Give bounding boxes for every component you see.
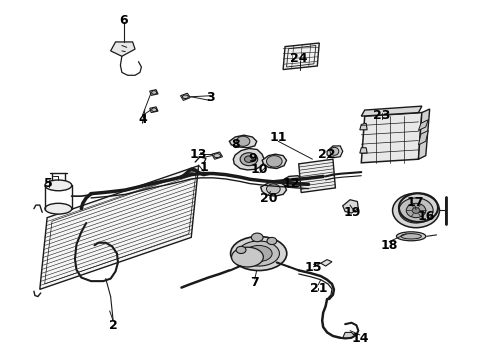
- Polygon shape: [150, 107, 158, 113]
- Text: 17: 17: [406, 196, 424, 209]
- Ellipse shape: [232, 247, 263, 267]
- Text: 1: 1: [199, 161, 208, 174]
- Polygon shape: [261, 182, 287, 196]
- Polygon shape: [361, 113, 422, 163]
- Text: 2: 2: [109, 319, 118, 332]
- Polygon shape: [150, 90, 158, 95]
- Text: 23: 23: [373, 109, 391, 122]
- Ellipse shape: [399, 198, 433, 223]
- Polygon shape: [327, 146, 343, 158]
- Polygon shape: [212, 152, 222, 159]
- Ellipse shape: [182, 95, 188, 99]
- Ellipse shape: [236, 136, 250, 146]
- Ellipse shape: [45, 203, 72, 214]
- Polygon shape: [233, 148, 265, 170]
- Polygon shape: [343, 332, 355, 338]
- Ellipse shape: [214, 154, 220, 158]
- Ellipse shape: [392, 193, 440, 228]
- Text: 4: 4: [138, 113, 147, 126]
- Polygon shape: [343, 200, 358, 213]
- Ellipse shape: [152, 108, 157, 112]
- Ellipse shape: [267, 184, 280, 194]
- Ellipse shape: [245, 156, 253, 162]
- Ellipse shape: [401, 234, 421, 239]
- Polygon shape: [321, 260, 332, 266]
- Polygon shape: [229, 135, 257, 148]
- Polygon shape: [360, 148, 367, 153]
- Ellipse shape: [238, 241, 279, 266]
- Text: 16: 16: [417, 210, 435, 223]
- Ellipse shape: [236, 246, 246, 253]
- Text: 24: 24: [290, 51, 308, 64]
- Ellipse shape: [267, 156, 282, 167]
- Text: 11: 11: [270, 131, 287, 144]
- Ellipse shape: [412, 208, 420, 213]
- Text: 7: 7: [250, 276, 259, 289]
- Text: 3: 3: [206, 91, 215, 104]
- Text: 22: 22: [318, 148, 336, 161]
- Text: 14: 14: [351, 332, 368, 345]
- Ellipse shape: [240, 153, 258, 166]
- Polygon shape: [262, 154, 287, 168]
- Text: 13: 13: [190, 148, 207, 161]
- Text: 10: 10: [251, 163, 269, 176]
- Polygon shape: [111, 42, 135, 56]
- Polygon shape: [361, 106, 422, 116]
- Ellipse shape: [330, 147, 339, 155]
- Ellipse shape: [406, 203, 426, 218]
- Text: 9: 9: [248, 152, 257, 165]
- Ellipse shape: [267, 237, 277, 244]
- Text: 21: 21: [310, 282, 327, 295]
- Polygon shape: [418, 120, 428, 131]
- Ellipse shape: [231, 237, 287, 271]
- Text: 12: 12: [283, 177, 300, 190]
- Polygon shape: [418, 131, 428, 145]
- Text: 8: 8: [231, 138, 240, 150]
- Polygon shape: [299, 159, 335, 193]
- Polygon shape: [283, 43, 319, 69]
- Text: 5: 5: [44, 177, 53, 190]
- Polygon shape: [180, 93, 190, 100]
- Polygon shape: [360, 123, 367, 130]
- Ellipse shape: [245, 246, 272, 262]
- Ellipse shape: [251, 233, 263, 242]
- Polygon shape: [418, 109, 430, 159]
- Text: 19: 19: [344, 206, 361, 219]
- Text: 18: 18: [380, 239, 398, 252]
- Text: 6: 6: [120, 14, 128, 27]
- Ellipse shape: [396, 232, 426, 241]
- Ellipse shape: [152, 91, 157, 94]
- Text: 20: 20: [260, 192, 277, 205]
- Ellipse shape: [45, 180, 72, 191]
- Polygon shape: [40, 166, 198, 289]
- Text: 15: 15: [305, 261, 322, 274]
- Polygon shape: [282, 176, 304, 187]
